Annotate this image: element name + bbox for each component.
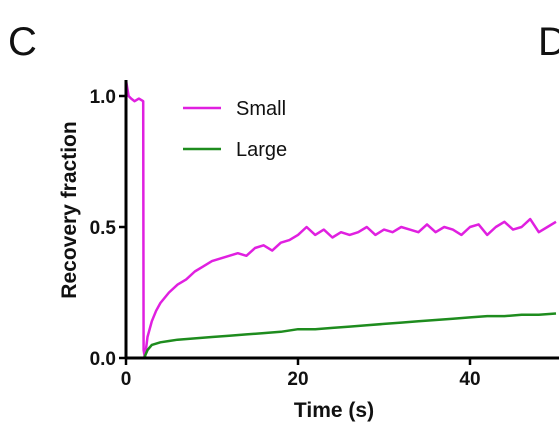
legend-label-small: Small (236, 98, 286, 120)
y-tick-label: 1.0 (90, 87, 116, 108)
x-tick-label: 40 (459, 369, 480, 390)
legend-label-large: Large (236, 139, 287, 161)
x-tick-label: 0 (121, 369, 132, 390)
y-tick-label: 0.5 (90, 218, 117, 239)
y-tick-label: 0.0 (90, 349, 116, 370)
panel-letter-c: C (8, 20, 37, 64)
series-layer (124, 80, 557, 360)
x-axis-title: Time (s) (294, 399, 374, 422)
ticks-layer: 0 20 40 0.0 0.5 1.0 (90, 87, 481, 390)
x-tick-label: 20 (287, 369, 308, 390)
legend: Small Large (183, 98, 287, 161)
series-line-small (124, 80, 557, 360)
panel-letter-d: D (538, 20, 559, 64)
series-line-large (142, 312, 557, 359)
y-axis-title: Recovery fraction (58, 121, 81, 298)
